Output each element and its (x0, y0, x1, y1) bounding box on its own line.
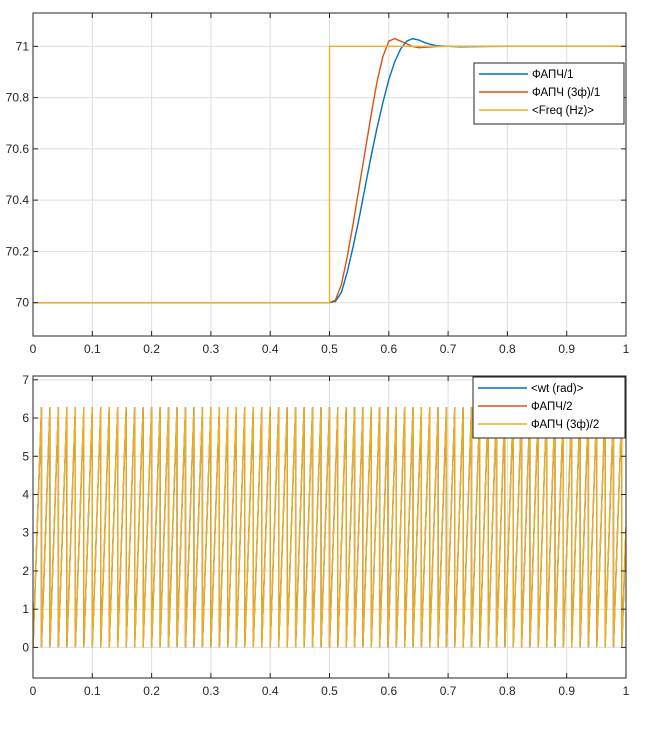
x-tick-label: 1 (623, 684, 630, 698)
x-tick-label: 0.6 (380, 342, 397, 356)
legend-label: ФАПЧ/2 (531, 401, 573, 413)
x-tick-label: 0.4 (262, 342, 279, 356)
x-tick-label: 1 (623, 342, 630, 356)
y-tick-label: 71 (16, 39, 30, 53)
legend-label: ФАПЧ (3ф)/1 (532, 87, 600, 99)
frequency-y-ticks: 70 70.2 70.4 70.6 70.8 71 (6, 39, 626, 310)
frequency-axes: 0 0.1 0.2 0.3 0.4 0.5 0.6 0.7 0.8 0.9 1 70 70.2 70.4… (6, 12, 630, 356)
x-tick-label: 0 (30, 342, 37, 356)
x-tick-label: 0.3 (203, 684, 220, 698)
frequency-series (33, 37, 626, 304)
y-tick-label: 5 (22, 449, 29, 463)
x-tick-label: 0.9 (558, 342, 575, 356)
y-tick-label: 70.6 (6, 142, 30, 156)
legend-box (473, 62, 625, 125)
y-tick-label: 70.4 (6, 193, 30, 207)
y-tick-label: 70.8 (6, 91, 30, 105)
x-tick-label: 0.3 (203, 342, 220, 356)
y-tick-label: 70 (16, 296, 30, 310)
y-tick-label: 1 (22, 602, 29, 616)
frequency-x-ticks: 0 0.1 0.2 0.3 0.4 0.5 0.6 0.7 0.8 0.9 1 (30, 13, 630, 356)
legend-box (472, 376, 626, 439)
x-tick-label: 0.8 (499, 684, 516, 698)
legend-label: <Freq (Hz)> (532, 105, 594, 117)
frequency-series-line (33, 45, 626, 304)
phase-legend: <wt (rad)> ФАПЧ/2 ФАПЧ (3ф)/2 (472, 376, 626, 439)
y-tick-label: 6 (22, 411, 29, 425)
x-tick-label: 0.8 (499, 342, 516, 356)
phase-x-ticks: 0 0.1 0.2 0.3 0.4 0.5 0.6 0.7 0.8 0.9 1 (30, 376, 630, 698)
x-tick-label: 0 (30, 684, 37, 698)
x-tick-label: 0.6 (380, 684, 397, 698)
y-tick-label: 3 (22, 526, 29, 540)
x-tick-label: 0.7 (440, 342, 457, 356)
x-tick-label: 0.4 (262, 684, 279, 698)
legend-label: ФАПЧ/1 (532, 69, 574, 81)
phase-series-line (33, 407, 626, 648)
legend-label: <wt (rad)> (531, 383, 584, 395)
frequency-legend: ФАПЧ/1 ФАПЧ (3ф)/1 <Freq (Hz)> (473, 62, 625, 125)
x-tick-label: 0.2 (143, 684, 160, 698)
y-tick-label: 4 (22, 488, 29, 502)
phase-series (33, 407, 626, 648)
legend-label: ФАПЧ (3ф)/2 (531, 419, 599, 431)
x-tick-label: 0.1 (84, 342, 101, 356)
x-tick-label: 0.2 (143, 342, 160, 356)
phase-axes: 0 0.1 0.2 0.3 0.4 0.5 0.6 0.7 0.8 0.9 1 0 1 2 3 4 5 6 7 <… (22, 373, 629, 698)
x-tick-label: 0.5 (321, 342, 338, 356)
y-tick-label: 7 (22, 373, 29, 387)
y-tick-label: 70.2 (6, 244, 30, 258)
y-tick-label: 0 (22, 640, 29, 654)
y-tick-label: 2 (22, 564, 29, 578)
x-tick-label: 0.5 (321, 684, 338, 698)
x-tick-label: 0.9 (558, 684, 575, 698)
x-tick-label: 0.1 (84, 684, 101, 698)
x-tick-label: 0.7 (440, 684, 457, 698)
